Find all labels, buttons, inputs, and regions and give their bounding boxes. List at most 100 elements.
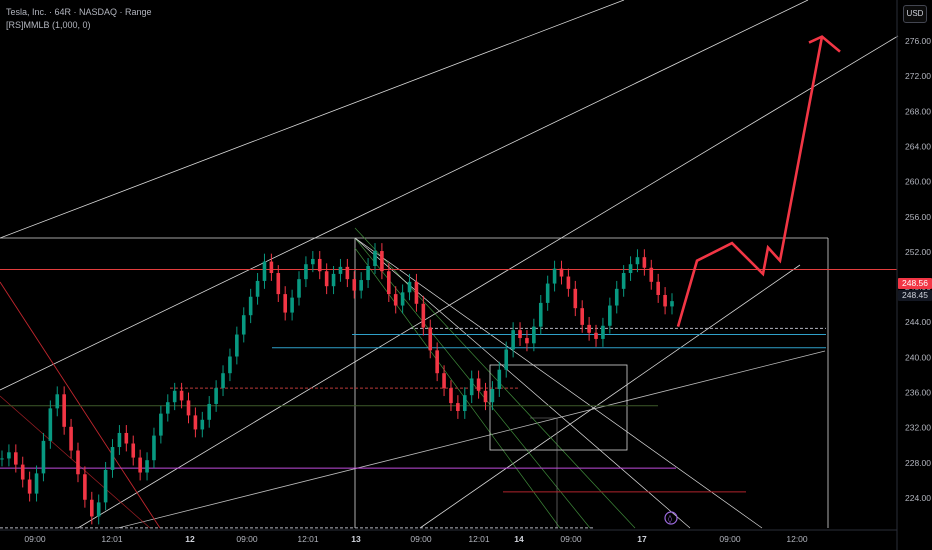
candle-body — [235, 334, 239, 357]
price-tick-label: 236.00 — [905, 388, 931, 398]
time-tick-label: 12 — [185, 534, 195, 544]
time-axis[interactable]: 09:00 12:01 12 09:00 12:01 13 09:00 12:01 14 09:0… — [24, 534, 808, 544]
time-tick-label: 09:00 — [410, 534, 432, 544]
candle-body — [159, 413, 163, 436]
candle-body — [34, 473, 39, 494]
candle-body — [14, 452, 18, 465]
candle-body — [345, 266, 350, 280]
candle-body — [573, 288, 578, 309]
candle-body — [476, 378, 481, 391]
candle-body — [48, 408, 53, 441]
green-fan-2[interactable] — [354, 227, 636, 529]
price-tick-label: 256.00 — [905, 212, 931, 222]
candle-body — [55, 394, 60, 409]
currency-button[interactable]: USD — [903, 5, 927, 23]
price-axis[interactable]: 276.00 272.00 268.00 264.00 260.00 256.00 252.… — [905, 36, 931, 503]
price-tick-label: 240.00 — [905, 352, 931, 362]
candle-body — [366, 265, 370, 281]
candle-body — [311, 258, 315, 265]
candle-body — [518, 330, 522, 339]
candle-body — [442, 373, 446, 389]
time-tick-label: 12:01 — [101, 534, 123, 544]
candle-body — [331, 273, 336, 287]
event-icon[interactable]: ◊ — [664, 511, 678, 525]
candle-body — [145, 460, 149, 473]
candle-body — [456, 403, 460, 411]
candle-body — [214, 388, 218, 404]
candle-body — [421, 303, 426, 328]
candle-body — [663, 294, 667, 307]
projection-arrowhead[interactable] — [808, 35, 841, 53]
projection-line[interactable] — [676, 36, 824, 327]
white-fan-2[interactable] — [354, 237, 691, 529]
time-tick-label: 09:00 — [24, 534, 46, 544]
second-price-tag: 248.45 — [898, 290, 932, 301]
channel-line-mid[interactable] — [0, 0, 809, 391]
candle-body — [290, 297, 294, 313]
candle-body — [552, 268, 557, 284]
candle-body — [297, 279, 301, 298]
chart-legend: Tesla, Inc. · 64R · NASDAQ · Range [RS]M… — [6, 6, 152, 32]
candle-body — [283, 294, 287, 313]
candle-body — [200, 419, 205, 430]
candle-body — [165, 402, 170, 414]
price-series — [0, 243, 674, 525]
candle-body — [41, 440, 46, 474]
candle-body — [83, 474, 87, 500]
candle-body — [110, 447, 115, 470]
candle-body — [179, 390, 184, 401]
candle-body — [89, 499, 94, 517]
candle-body — [504, 349, 509, 370]
last-price-tag: 248.56 — [898, 278, 932, 289]
price-tick-label: 264.00 — [905, 141, 931, 151]
candle-body — [490, 389, 495, 403]
candle-body — [172, 390, 177, 403]
candle-body — [559, 268, 564, 277]
candle-body — [359, 280, 363, 291]
red-down-trendline[interactable] — [0, 281, 161, 529]
candle-body — [221, 373, 225, 389]
time-tick-label: 17 — [637, 534, 647, 544]
channel-line-base[interactable] — [419, 264, 801, 529]
candle-body — [601, 325, 605, 339]
support-trendline[interactable] — [117, 350, 826, 529]
candle-body — [580, 308, 585, 325]
red-down-trendline-2[interactable] — [0, 395, 151, 529]
channel-line-upper[interactable] — [0, 0, 625, 239]
target-box[interactable] — [489, 364, 628, 451]
candle-body — [414, 281, 419, 304]
price-tick-label: 268.00 — [905, 106, 931, 116]
candle-body — [248, 296, 253, 316]
candle-body — [338, 266, 343, 274]
channel-line-lower[interactable] — [77, 35, 899, 529]
candle-body — [7, 452, 11, 459]
time-tick-label: 14 — [514, 534, 524, 544]
candle-body — [96, 502, 101, 517]
candle-body — [262, 261, 267, 281]
candle-body — [186, 400, 191, 416]
candle-body — [538, 302, 543, 327]
candle-body — [628, 264, 633, 274]
candle-body — [228, 356, 232, 374]
projection-path[interactable] — [676, 35, 841, 327]
candle-body — [469, 378, 474, 396]
time-tick-label: 09:00 — [560, 534, 582, 544]
candle-body — [276, 273, 281, 295]
time-tick-label: 12:01 — [297, 534, 319, 544]
candle-body — [649, 267, 654, 282]
price-tick-label: 224.00 — [905, 493, 931, 503]
price-tick-label: 276.00 — [905, 36, 931, 46]
candle-body — [449, 388, 453, 404]
svg-text:◊: ◊ — [668, 515, 672, 524]
time-tick-label: 12:00 — [786, 534, 808, 544]
candle-body — [462, 395, 467, 411]
indicator-title[interactable]: [RS]MMLB (1,000, 0) — [6, 20, 91, 30]
candle-body — [393, 294, 398, 306]
candle-body — [255, 280, 260, 297]
symbol-title[interactable]: Tesla, Inc. · 64R · NASDAQ · Range — [6, 7, 152, 17]
candle-body — [269, 261, 274, 274]
candle-body — [387, 271, 391, 295]
white-fan-1[interactable] — [354, 237, 763, 529]
candle-body — [207, 403, 212, 420]
